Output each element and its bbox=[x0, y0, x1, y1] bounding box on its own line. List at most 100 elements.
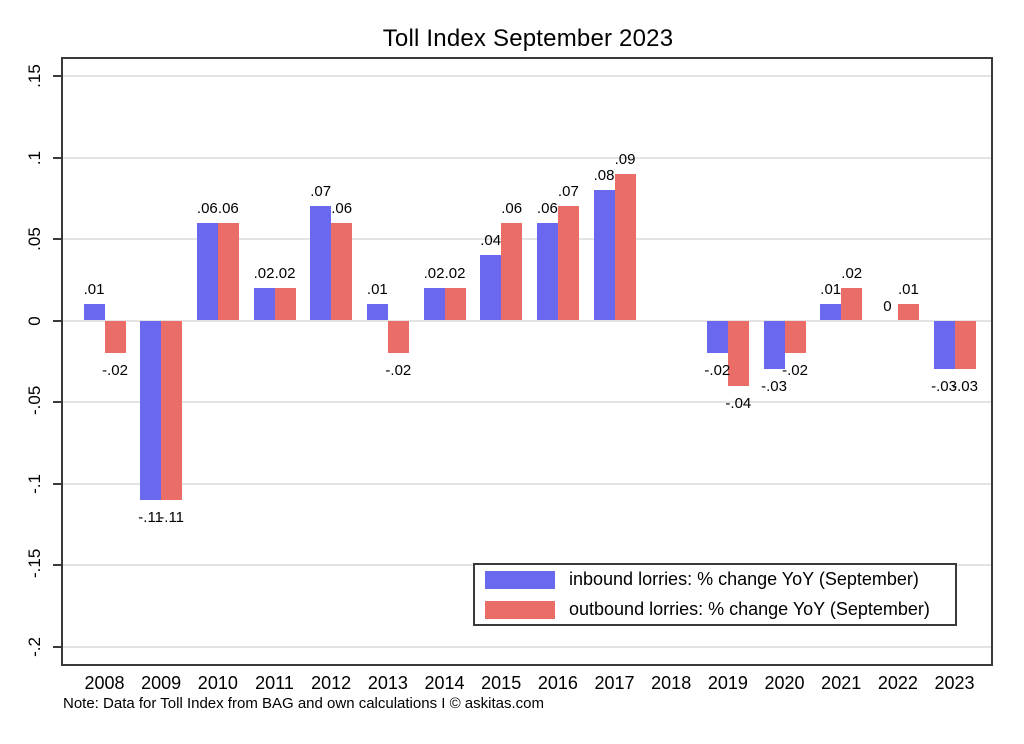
bar-value-label: -.03 bbox=[931, 378, 957, 396]
x-axis-tick-label: 2022 bbox=[877, 673, 918, 693]
bar-inbound-2011 bbox=[253, 287, 275, 321]
y-gridline bbox=[61, 319, 993, 322]
y-axis-tick-label: -.1 bbox=[25, 473, 44, 494]
bar-outbound-2023 bbox=[954, 320, 976, 370]
bar-value-label: .04 bbox=[480, 232, 502, 250]
x-axis-tick-label: 2014 bbox=[424, 673, 465, 693]
y-gridline bbox=[61, 645, 993, 648]
y-axis-tick bbox=[53, 156, 61, 159]
x-axis-tick-label: 2019 bbox=[707, 673, 748, 693]
source-note: Note: Data for Toll Index from BAG and o… bbox=[63, 695, 544, 712]
y-axis-tick bbox=[53, 645, 61, 648]
legend-swatch-outbound bbox=[485, 600, 555, 619]
bar-outbound-2022 bbox=[897, 304, 919, 321]
bar-value-label: .06 bbox=[501, 199, 523, 217]
bar-value-label: .01 bbox=[83, 281, 105, 299]
x-axis-tick-label: 2008 bbox=[84, 673, 125, 693]
y-axis-tick bbox=[53, 75, 61, 77]
bar-value-label: .01 bbox=[366, 281, 388, 299]
bar-inbound-2012 bbox=[310, 206, 332, 321]
chart-title: Toll Index September 2023 bbox=[382, 25, 674, 52]
bar-outbound-2015 bbox=[501, 222, 523, 321]
x-axis-tick-label: 2012 bbox=[311, 673, 352, 693]
x-axis-tick-label: 2020 bbox=[764, 673, 805, 693]
bar-value-label: .02 bbox=[274, 264, 296, 282]
bar-inbound-2016 bbox=[536, 222, 558, 321]
y-axis-tick bbox=[53, 319, 61, 322]
legend-item-outbound: outbound lorries: % change YoY (Septembe… bbox=[485, 599, 955, 620]
y-axis-tick-label: 0 bbox=[25, 315, 44, 326]
bar-value-label: -.02 bbox=[704, 362, 731, 380]
bar-value-label: -.11 bbox=[159, 508, 185, 526]
bar-outbound-2021 bbox=[841, 287, 863, 321]
bar-value-label: -.02 bbox=[102, 362, 128, 380]
bar-value-label: .01 bbox=[820, 281, 842, 299]
bar-inbound-2013 bbox=[366, 304, 388, 321]
bar-value-label: .01 bbox=[897, 281, 919, 299]
bar-value-label: .02 bbox=[444, 264, 466, 282]
bar-value-label: .02 bbox=[253, 264, 275, 282]
bar-value-label: -.02 bbox=[385, 362, 412, 380]
y-gridline bbox=[61, 75, 993, 77]
y-axis-tick-label: -.05 bbox=[25, 385, 44, 415]
bar-value-label: -.11 bbox=[138, 508, 164, 526]
y-gridline bbox=[61, 156, 993, 159]
x-axis-tick-label: 2013 bbox=[367, 673, 408, 693]
y-axis-tick-label: -.2 bbox=[25, 636, 44, 657]
bar-value-label: .07 bbox=[310, 183, 332, 201]
bar-outbound-2019 bbox=[727, 320, 749, 386]
y-axis-tick bbox=[53, 238, 61, 240]
legend-item-inbound: inbound lorries: % change YoY (September… bbox=[485, 569, 955, 590]
x-axis-tick-label: 2017 bbox=[594, 673, 635, 693]
bar-inbound-2008 bbox=[83, 304, 105, 321]
x-axis-tick-label: 2021 bbox=[821, 673, 862, 693]
bar-value-label: 0 bbox=[883, 297, 892, 315]
bar-value-label: .06 bbox=[196, 199, 218, 217]
y-axis-tick-label: .1 bbox=[25, 150, 44, 165]
x-axis-tick-label: 2010 bbox=[197, 673, 238, 693]
x-axis-tick-label: 2009 bbox=[141, 673, 182, 693]
bar-inbound-2019 bbox=[706, 320, 728, 354]
bar-inbound-2023 bbox=[933, 320, 955, 370]
bar-value-label: .07 bbox=[557, 183, 579, 201]
y-gridline bbox=[61, 401, 993, 403]
bar-value-label: .02 bbox=[423, 264, 445, 282]
bar-value-label: -.03 bbox=[952, 378, 978, 396]
legend-label: inbound lorries: % change YoY (September… bbox=[569, 569, 919, 589]
bar-inbound-2009 bbox=[140, 320, 162, 500]
bar-value-label: .02 bbox=[841, 264, 863, 282]
x-axis-tick-label: 2016 bbox=[537, 673, 578, 693]
bar-outbound-2020 bbox=[784, 320, 806, 354]
bar-outbound-2016 bbox=[557, 206, 579, 321]
bar-value-label: -.04 bbox=[725, 394, 752, 412]
bar-value-label: .06 bbox=[331, 199, 353, 217]
y-gridline bbox=[61, 482, 993, 485]
bar-outbound-2008 bbox=[104, 320, 126, 354]
bar-inbound-2010 bbox=[196, 222, 218, 321]
bar-outbound-2017 bbox=[614, 173, 636, 321]
bar-value-label: .08 bbox=[593, 167, 615, 185]
bar-inbound-2014 bbox=[423, 287, 445, 321]
x-axis-tick-label: 2018 bbox=[651, 673, 692, 693]
bar-inbound-2021 bbox=[820, 304, 842, 321]
y-axis-tick bbox=[53, 401, 61, 403]
y-axis-tick bbox=[53, 482, 61, 485]
bar-value-label: .09 bbox=[614, 150, 636, 168]
y-axis-tick-label: .05 bbox=[25, 227, 44, 251]
bar-inbound-2015 bbox=[480, 255, 502, 321]
bar-value-label: -.02 bbox=[782, 362, 808, 380]
x-axis-tick-label: 2023 bbox=[934, 673, 975, 693]
legend-swatch-inbound bbox=[485, 570, 555, 589]
bar-outbound-2012 bbox=[331, 222, 353, 321]
bar-value-label: .06 bbox=[217, 199, 239, 217]
legend-label: outbound lorries: % change YoY (Septembe… bbox=[569, 599, 930, 619]
bar-outbound-2013 bbox=[387, 320, 409, 354]
x-axis-tick-label: 2015 bbox=[481, 673, 522, 693]
bar-outbound-2010 bbox=[217, 222, 239, 321]
bar-outbound-2009 bbox=[161, 320, 183, 500]
y-axis-tick bbox=[53, 564, 61, 566]
y-axis-tick-label: .15 bbox=[25, 64, 44, 88]
x-axis-tick-label: 2011 bbox=[255, 673, 294, 693]
y-axis-tick-label: -.15 bbox=[25, 548, 44, 578]
